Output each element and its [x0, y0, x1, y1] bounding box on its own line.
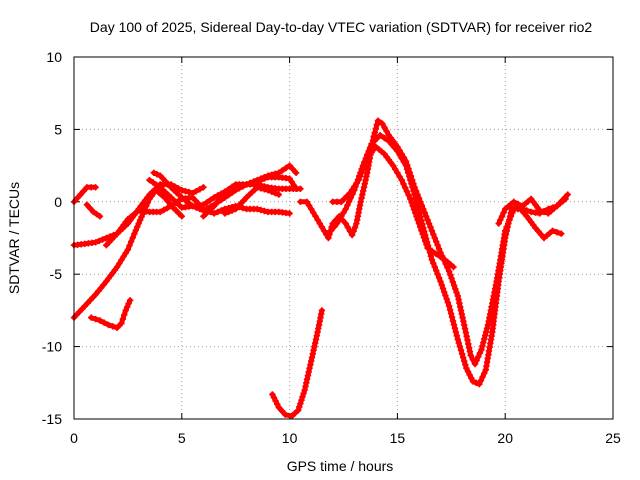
- plot-frame: [73, 56, 614, 420]
- series-markers: [221, 184, 282, 217]
- y-tick-label: 0: [54, 194, 62, 210]
- series-arc-5: [88, 297, 134, 331]
- series-markers: [88, 297, 134, 331]
- y-tick-label: -10: [42, 339, 62, 355]
- y-axis-label: SDTVAR / TECUs: [6, 182, 22, 294]
- x-tick-label: 15: [390, 430, 406, 446]
- y-tick-label: -15: [42, 411, 62, 427]
- y-tick-label: 10: [46, 49, 62, 65]
- y-tick-labels: -15 -10 -5 0 5 10: [42, 49, 62, 427]
- series-arc-9: [200, 174, 300, 220]
- plot-area: [70, 117, 571, 420]
- x-tick-labels: 0 5 10 15 20 25: [70, 430, 621, 446]
- y-tick-label: 5: [54, 121, 62, 137]
- series-arc-10: [221, 184, 282, 217]
- series-arc-15: [495, 195, 569, 227]
- x-axis-label: GPS time / hours: [287, 458, 394, 474]
- x-tick-label: 10: [282, 430, 298, 446]
- series-markers: [325, 132, 565, 388]
- series-arc-11: [269, 307, 326, 420]
- series-markers: [495, 195, 569, 227]
- chart-title: Day 100 of 2025, Sidereal Day-to-day VTE…: [90, 19, 593, 35]
- series-markers: [83, 201, 104, 220]
- x-tick-label: 25: [605, 430, 621, 446]
- series-arc-14: [325, 132, 565, 388]
- y-tick-label: -5: [50, 266, 63, 282]
- series-arc-4: [83, 201, 104, 220]
- series-markers: [200, 174, 300, 220]
- x-tick-label: 20: [497, 430, 513, 446]
- x-tick-label: 0: [70, 430, 78, 446]
- series-markers: [269, 307, 326, 420]
- x-tick-label: 5: [178, 430, 186, 446]
